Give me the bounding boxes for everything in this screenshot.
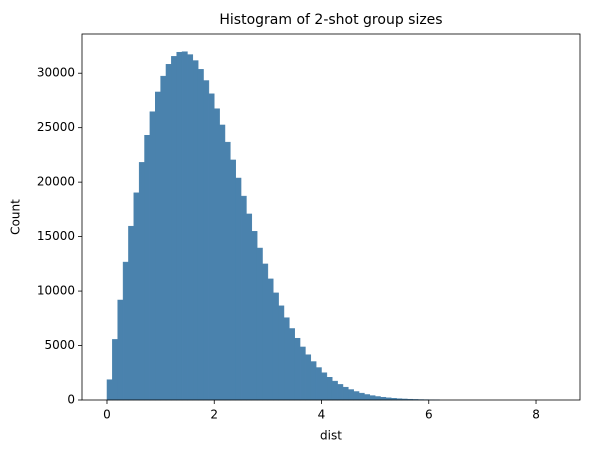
- bar: [224, 141, 231, 401]
- bar: [364, 394, 371, 401]
- bar: [219, 124, 226, 401]
- bar: [315, 367, 322, 401]
- bar: [192, 60, 199, 401]
- bar: [149, 111, 156, 401]
- bar: [240, 195, 247, 401]
- bar: [112, 339, 118, 401]
- y-tick-label: 5000: [44, 338, 75, 352]
- y-tick-label: 0: [67, 393, 75, 407]
- chart-title: Histogram of 2-shot group sizes: [219, 12, 442, 28]
- bar: [369, 395, 376, 401]
- bar: [208, 93, 215, 401]
- bar: [342, 386, 349, 401]
- y-tick-label: 30000: [37, 66, 75, 80]
- bar: [230, 159, 236, 401]
- bar: [165, 64, 172, 401]
- bar: [305, 354, 312, 401]
- y-tick-label: 15000: [37, 229, 75, 243]
- x-tick-label: 8: [532, 408, 540, 422]
- bar: [256, 247, 263, 401]
- bar: [283, 317, 290, 401]
- bar: [331, 380, 338, 401]
- bar: [176, 51, 183, 401]
- bar: [160, 75, 167, 401]
- bar: [353, 391, 360, 401]
- bar: [128, 225, 135, 401]
- bar: [294, 337, 301, 401]
- bar: [251, 231, 258, 401]
- bar: [235, 177, 242, 401]
- bar: [299, 346, 306, 401]
- y-tick-label: 25000: [37, 120, 75, 134]
- bar: [203, 80, 210, 401]
- bar: [138, 162, 145, 401]
- bar: [380, 396, 387, 401]
- bar: [155, 91, 161, 401]
- y-tick-label: 10000: [37, 284, 75, 298]
- bar: [374, 396, 381, 401]
- x-tick-label: 4: [318, 408, 326, 422]
- y-tick-label: 20000: [37, 175, 75, 189]
- bar: [133, 192, 140, 401]
- x-tick-label: 0: [103, 408, 111, 422]
- bar: [213, 108, 220, 401]
- bar: [246, 213, 253, 401]
- x-tick-label: 6: [425, 408, 433, 422]
- bar: [289, 328, 295, 401]
- bar: [181, 51, 188, 401]
- bar: [144, 134, 151, 401]
- bar: [197, 69, 204, 401]
- plot-frame: [81, 33, 581, 401]
- bar: [348, 389, 354, 401]
- bar: [272, 292, 279, 401]
- bar: [358, 392, 365, 401]
- bar: [326, 377, 333, 401]
- x-tick-label: 2: [210, 408, 218, 422]
- bar: [122, 261, 129, 401]
- bar: [310, 361, 317, 401]
- bar: [171, 56, 177, 401]
- bar: [267, 278, 274, 401]
- bar: [187, 54, 194, 401]
- bar: [321, 372, 328, 401]
- bar: [262, 263, 269, 401]
- bar: [106, 379, 113, 401]
- bar: [117, 299, 124, 401]
- bar: [278, 305, 285, 401]
- bar: [337, 384, 344, 401]
- y-axis-label: Count: [9, 199, 23, 235]
- x-axis-label: dist: [320, 429, 342, 443]
